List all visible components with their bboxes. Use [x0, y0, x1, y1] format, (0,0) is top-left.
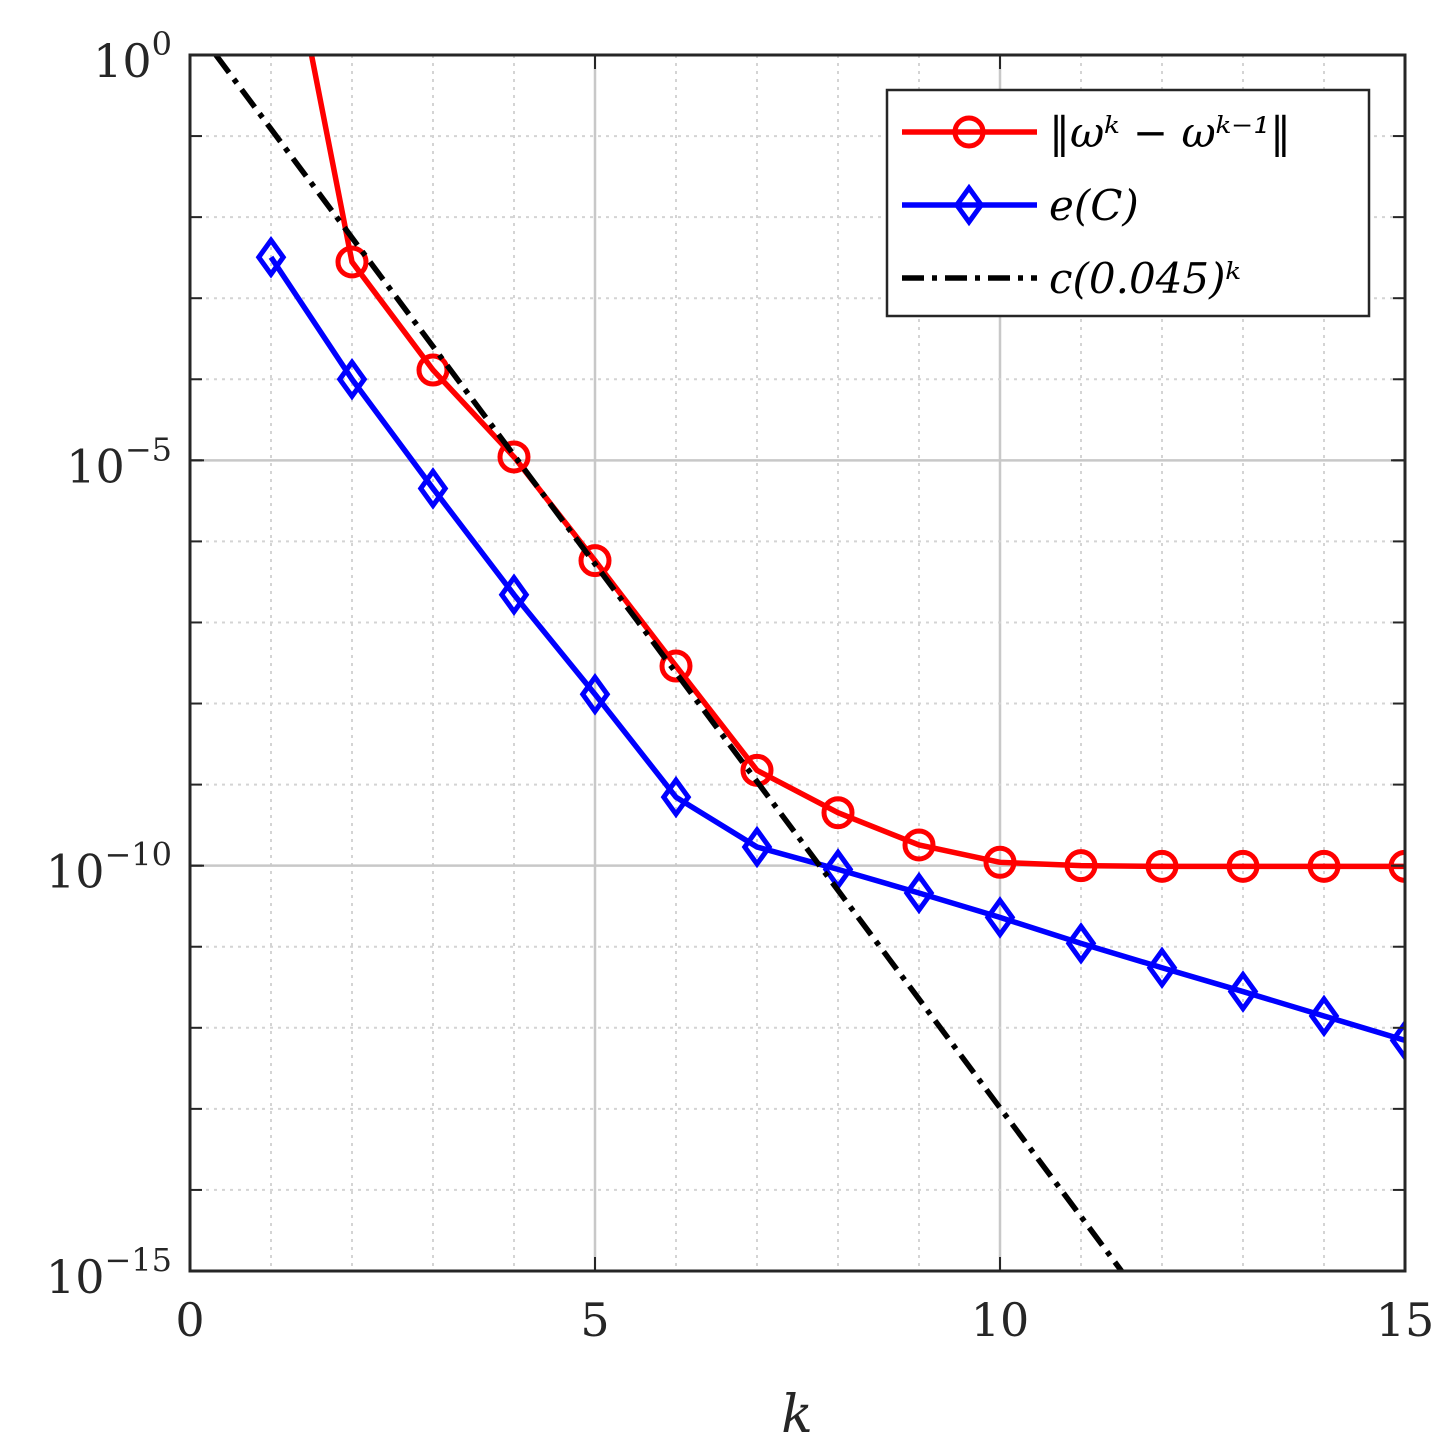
y-tick-exponent: −10 — [104, 836, 172, 874]
data-point — [741, 825, 773, 869]
series-line — [268, 255, 1405, 1043]
data-point — [1389, 1019, 1405, 1062]
legend-label: e(C) — [1049, 181, 1139, 230]
data-point — [1308, 994, 1340, 1038]
legend-marker — [952, 115, 986, 149]
y-tick-label: 10−5 — [66, 430, 172, 493]
data-point — [579, 673, 611, 716]
legend-label: ‖ωᵏ − ωᵏ⁻¹‖ — [1049, 108, 1291, 157]
data-point — [1064, 849, 1098, 883]
y-tick-base: 10 — [66, 439, 125, 493]
data-point — [335, 245, 369, 279]
y-tick-exponent: −15 — [104, 1241, 172, 1279]
data-point — [902, 828, 936, 862]
data-point — [416, 353, 450, 387]
data-point — [1146, 946, 1178, 990]
data-point — [659, 649, 693, 683]
data-point — [1227, 970, 1259, 1013]
data-point — [578, 544, 612, 578]
y-tick-exponent: −5 — [125, 430, 172, 468]
data-point — [1065, 922, 1097, 965]
data-point — [336, 357, 368, 401]
x-tick-label: 10 — [971, 1293, 1030, 1347]
y-tick-base: 10 — [46, 1250, 105, 1304]
series-line — [308, 55, 1405, 870]
data-point — [417, 467, 449, 510]
data-point — [1145, 849, 1179, 883]
data-point — [1226, 849, 1260, 883]
data-point — [1307, 849, 1341, 883]
axes-frame — [188, 53, 1407, 1273]
x-axis-label: k — [781, 1385, 813, 1445]
data-point — [903, 871, 935, 915]
y-tick-label: 100 — [93, 25, 172, 88]
y-tick-exponent: 0 — [152, 25, 172, 63]
legend-marker — [953, 183, 985, 227]
y-tick-label: 10−10 — [46, 836, 172, 899]
data-point — [984, 896, 1016, 939]
data-point — [498, 573, 530, 616]
series-line — [213, 55, 1124, 1271]
legend-label: c(0.045)ᵏ — [1049, 254, 1241, 303]
data-point — [497, 440, 531, 474]
x-tick-label: 0 — [175, 1293, 204, 1347]
y-tick-base: 10 — [46, 845, 105, 899]
data-point — [255, 235, 287, 279]
y-tick-label: 10−15 — [46, 1241, 172, 1304]
y-tick-base: 10 — [93, 34, 152, 88]
x-tick-label: 15 — [1376, 1293, 1435, 1347]
x-tick-label: 5 — [580, 1293, 609, 1347]
data-point — [983, 845, 1017, 879]
data-point — [821, 796, 855, 830]
data-point — [660, 775, 692, 819]
